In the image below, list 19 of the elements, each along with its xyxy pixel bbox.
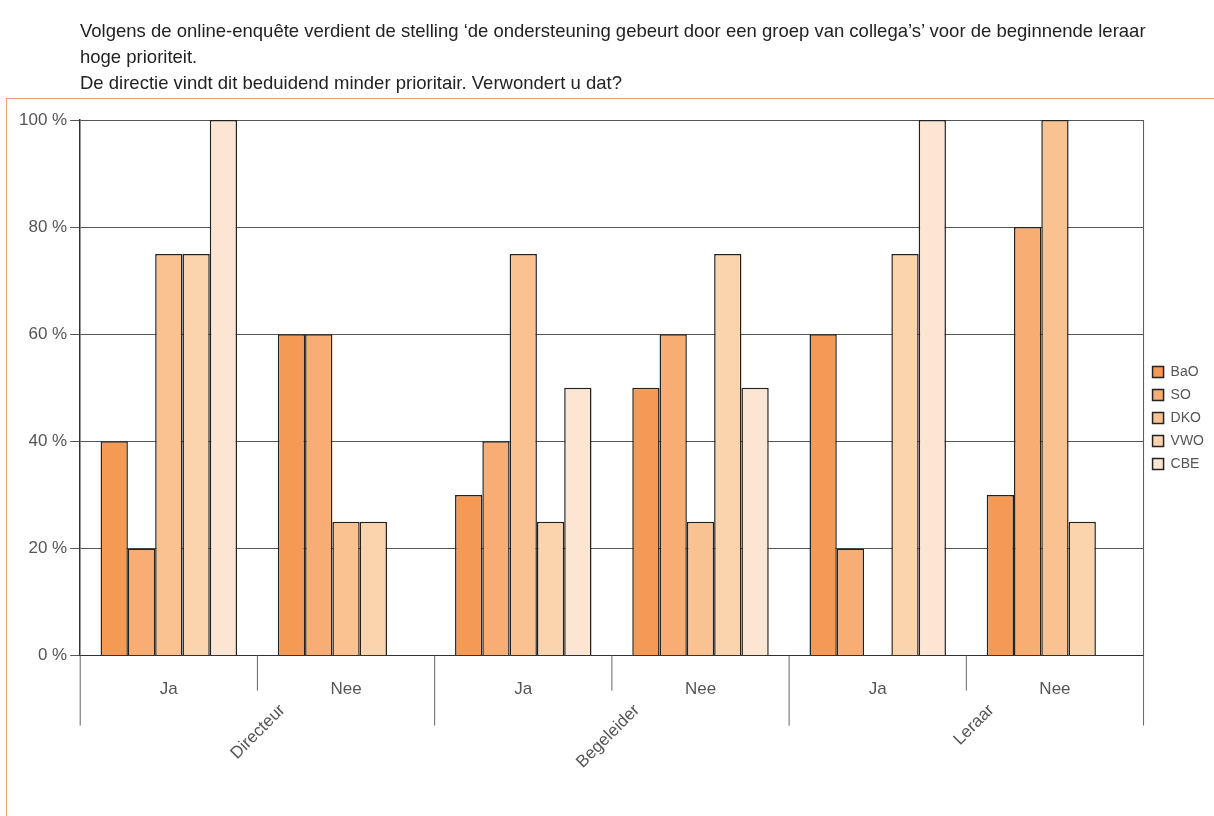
legend-label: CBE [1170, 454, 1200, 471]
x-tick-label: Nee [1039, 679, 1071, 699]
legend-label: BaO [1170, 362, 1199, 379]
x-tick-label: Nee [684, 679, 717, 699]
y-tick-label: 60 % [28, 323, 68, 343]
legend-label: VWO [1170, 431, 1205, 448]
y-tick-label: 100 % [19, 109, 68, 129]
y-tick-label: 0 % [37, 645, 68, 665]
x-tick-label: Ja [514, 679, 533, 699]
legend-label: SO [1170, 385, 1191, 402]
chart-subtitle: De directie vindt dit beduidend minder prioritair. Verwondert u dat? [80, 71, 623, 95]
y-tick-label: 80 % [28, 216, 68, 236]
x-tick-label: Ja [159, 679, 179, 699]
y-tick-label: 20 % [28, 538, 68, 558]
y-tick-label: 40 % [28, 431, 68, 451]
x-tick-label: Ja [868, 679, 888, 699]
x-tick-label: Nee [330, 679, 362, 699]
chart-title: Volgens de online-enquête verdient de stelling ‘de ondersteuning gebeurt door een groep van collega’s’ voor de beginnende leraar hoge prioriteit. [80, 19, 1147, 69]
legend-label: DKO [1170, 408, 1202, 425]
